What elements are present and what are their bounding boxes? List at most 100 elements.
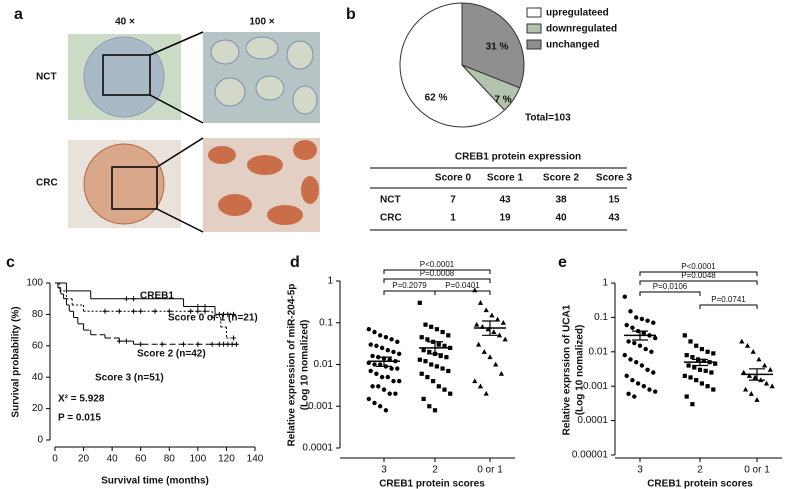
table-row-label: CRC xyxy=(380,213,402,224)
censor-mark xyxy=(233,341,239,347)
y-tick-label: 0.0001 xyxy=(577,415,608,426)
data-point xyxy=(446,333,451,338)
pie-slice xyxy=(399,2,506,128)
legend-swatch xyxy=(526,7,542,18)
significance-bracket xyxy=(383,290,436,295)
data-point xyxy=(626,339,631,344)
data-point xyxy=(639,363,645,368)
table-cell: 38 xyxy=(555,195,567,206)
p-value: P<0.0001 xyxy=(420,260,455,269)
data-point xyxy=(385,348,390,353)
data-point xyxy=(379,374,385,380)
censor-mark xyxy=(123,338,129,344)
data-point xyxy=(368,368,373,374)
data-point xyxy=(395,339,400,344)
data-point xyxy=(368,342,373,347)
data-point xyxy=(472,378,478,384)
censor-mark xyxy=(102,308,108,314)
y-tick-label: 40 xyxy=(32,372,44,383)
censor-mark xyxy=(229,341,235,347)
data-point xyxy=(682,373,687,378)
data-point xyxy=(699,381,704,386)
data-point xyxy=(622,352,627,358)
data-point xyxy=(688,375,693,380)
x-tick-label: 80 xyxy=(164,454,176,465)
data-point xyxy=(378,362,383,367)
data-point xyxy=(397,378,402,384)
censor-mark xyxy=(195,341,201,347)
data-point xyxy=(750,349,756,354)
data-point xyxy=(383,335,389,340)
error-bar xyxy=(632,330,648,341)
censor-mark xyxy=(225,341,231,347)
data-point xyxy=(370,384,375,389)
y-tick-label: 100 xyxy=(26,278,43,289)
data-point xyxy=(366,396,371,402)
y-tick-label: 0.1 xyxy=(594,312,608,323)
table-cell: 40 xyxy=(555,213,567,224)
error-bar xyxy=(749,368,765,381)
table-cell: 19 xyxy=(499,213,511,224)
y-tick-label: 0.01 xyxy=(589,346,609,357)
data-point xyxy=(383,408,389,413)
data-point xyxy=(653,335,658,341)
table-title: CREB1 protein expression xyxy=(455,152,581,163)
data-point xyxy=(436,342,441,347)
data-point xyxy=(395,366,400,371)
data-point xyxy=(632,340,637,346)
data-point xyxy=(431,379,436,384)
data-point xyxy=(624,373,629,379)
error-bar xyxy=(482,320,498,336)
data-point xyxy=(374,343,379,349)
x-tick-label: 3 xyxy=(381,465,387,476)
error-bar xyxy=(427,341,443,355)
data-point xyxy=(374,371,379,376)
y-tick-label: 0.001 xyxy=(583,381,608,392)
data-point xyxy=(690,355,695,360)
data-point xyxy=(711,387,716,392)
x-tick-label: 2 xyxy=(697,465,703,476)
data-point xyxy=(434,364,439,369)
censor-mark xyxy=(123,296,129,302)
row-label: CRC xyxy=(36,178,58,189)
data-point xyxy=(429,362,434,367)
significance-bracket xyxy=(383,278,491,283)
data-point xyxy=(709,370,714,375)
p-value: P=0.0008 xyxy=(420,269,455,278)
data-point xyxy=(746,373,752,378)
y-tick-label: 0.00001 xyxy=(572,450,609,461)
panel-letter: b xyxy=(346,6,356,23)
y-axis-title: (Log 10 nomalized) xyxy=(300,320,311,411)
p-value: P=0.2079 xyxy=(392,281,427,290)
data-point xyxy=(448,391,453,396)
data-point xyxy=(419,371,424,376)
significance-bracket xyxy=(383,269,491,274)
slice-label: 31 % xyxy=(486,42,509,53)
x-tick-label: 0 or 1 xyxy=(744,465,770,476)
data-point xyxy=(427,404,432,409)
y-tick-label: 80 xyxy=(32,309,44,320)
slice-label: 62 % xyxy=(425,93,448,104)
data-point xyxy=(769,383,775,389)
data-point xyxy=(690,402,695,407)
data-point xyxy=(427,349,432,355)
data-point xyxy=(711,351,716,356)
y-axis-title: Survival probability (%) xyxy=(11,306,22,417)
data-point xyxy=(496,332,503,338)
significance-bracket xyxy=(434,290,491,295)
data-point xyxy=(434,327,439,332)
data-point xyxy=(442,343,447,348)
data-point xyxy=(651,320,656,325)
legend-label: upregulateed xyxy=(546,8,609,19)
legend-swatch xyxy=(526,23,542,34)
x-tick-label: 120 xyxy=(218,454,235,465)
data-point xyxy=(762,362,768,368)
y-tick-label: 0 xyxy=(37,435,43,446)
data-point xyxy=(393,391,398,396)
data-point xyxy=(653,389,658,394)
x-tick-label: 140 xyxy=(247,454,264,465)
censor-mark xyxy=(195,304,201,310)
table-cell: 43 xyxy=(608,213,620,224)
censor-mark xyxy=(209,341,215,347)
data-point xyxy=(372,400,377,406)
